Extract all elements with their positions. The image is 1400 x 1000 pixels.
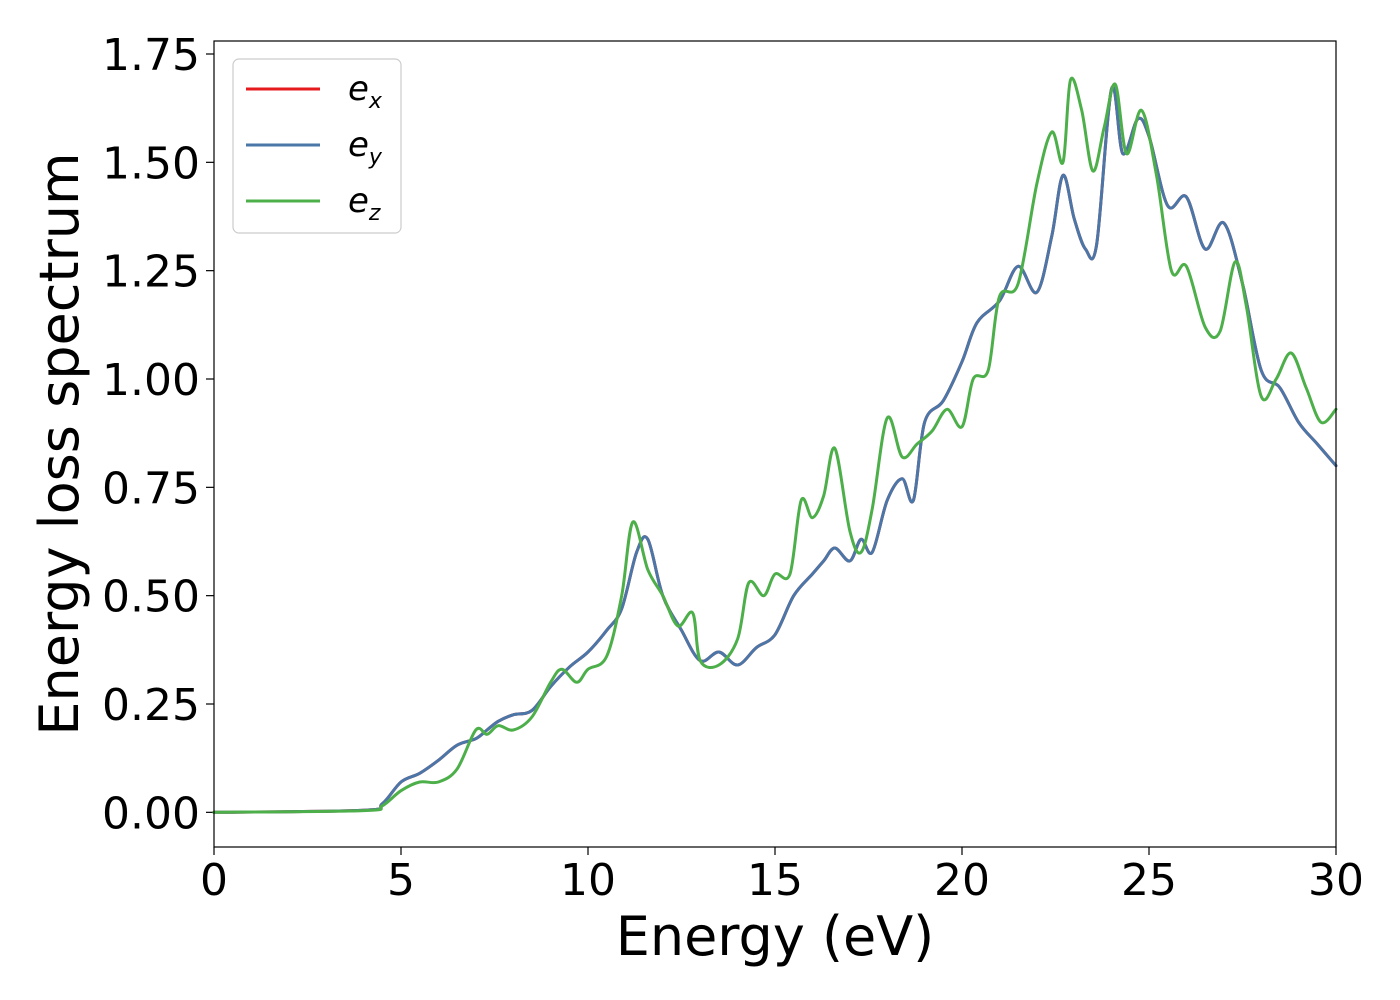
y-tick-label: 1.00 xyxy=(102,355,200,406)
y-tick-label: 0.25 xyxy=(102,680,200,731)
x-tick-label: 10 xyxy=(560,855,616,906)
legend-label-subscript: x xyxy=(368,89,383,114)
x-tick-label: 0 xyxy=(200,855,228,906)
y-tick-label: 0.75 xyxy=(102,463,200,514)
x-tick-label: 20 xyxy=(934,855,990,906)
legend-label-y: ey xyxy=(348,125,383,170)
x-tick-label: 5 xyxy=(387,855,415,906)
x-tick-label: 25 xyxy=(1121,855,1177,906)
legend-label-z: ez xyxy=(348,181,381,226)
y-axis-title: Energy loss spectrum xyxy=(28,152,91,735)
y-tick-label: 0.50 xyxy=(102,572,200,623)
x-tick-label: 15 xyxy=(747,855,803,906)
y-tick-label: 1.50 xyxy=(102,138,200,189)
legend-label-subscript: z xyxy=(368,201,381,226)
x-tick-label: 30 xyxy=(1308,855,1364,906)
legend-label-base: e xyxy=(348,181,369,221)
x-axis-title: Energy (eV) xyxy=(616,905,935,968)
legend-label-x: ex xyxy=(348,69,383,114)
series-lines xyxy=(212,76,1338,814)
x-axis: 0 5 10 15 20 25 30 xyxy=(200,847,1364,906)
legend-label-subscript: y xyxy=(368,145,383,170)
series-line-z xyxy=(212,76,1338,814)
legend-label-base: e xyxy=(348,125,369,165)
legend-label-base: e xyxy=(348,69,369,109)
y-tick-label: 1.25 xyxy=(102,247,200,298)
plot-frame xyxy=(213,40,1337,848)
y-tick-label: 1.75 xyxy=(102,30,200,81)
y-axis: 0.00 0.25 0.50 0.75 1.00 1.25 1.50 1.75 xyxy=(102,30,214,839)
y-tick-label: 0.00 xyxy=(102,788,200,839)
